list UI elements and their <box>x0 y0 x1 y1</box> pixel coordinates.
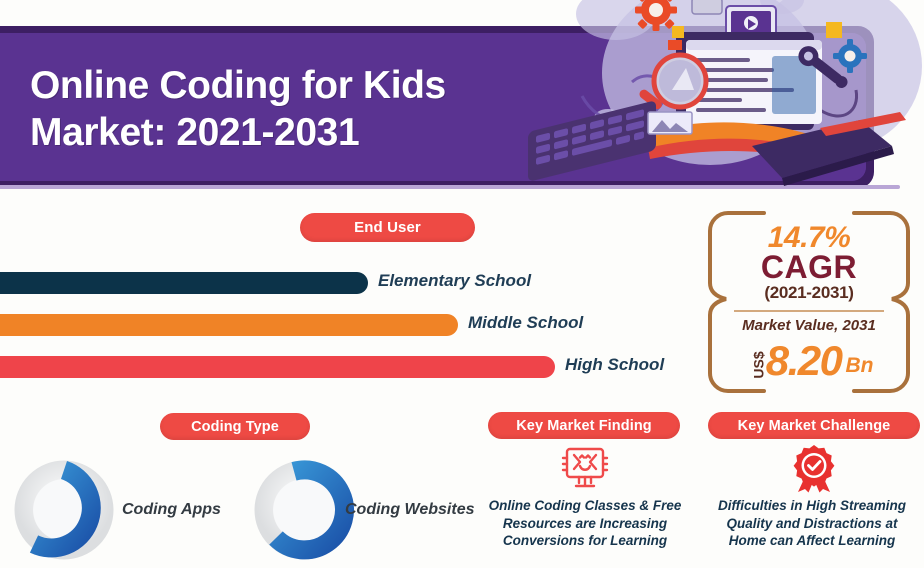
key-market-challenge-pill: Key Market Challenge <box>708 412 920 439</box>
coding-type-pill-label: Coding Type <box>191 418 279 435</box>
cagr-label: CAGR <box>760 249 858 285</box>
award-ribbon-check-icon <box>786 443 842 493</box>
donut-label-coding-websites: Coding Websites <box>345 501 475 518</box>
cagr-years: (2021-2031) <box>764 283 854 302</box>
key-market-challenge-pill-label: Key Market Challenge <box>737 417 891 434</box>
cagr-bracket-border <box>708 211 910 393</box>
bar-middle-school <box>0 314 458 336</box>
banner-underline <box>0 185 900 189</box>
coding-type-pill: Coding Type <box>160 413 310 440</box>
end-user-pill: End User <box>300 213 475 242</box>
end-user-pill-label: End User <box>354 219 421 236</box>
cagr-percent: 14.7% <box>767 221 851 254</box>
market-value-unit: Bn <box>845 354 874 377</box>
smiling-monitor-icon <box>556 444 614 492</box>
key-market-finding-text: Online Coding Classes & Free Resources a… <box>488 498 682 548</box>
bar-label-middle-school: Middle School <box>468 313 584 332</box>
cagr-divider <box>734 310 884 312</box>
donut-label-coding-apps: Coding Apps <box>122 501 221 518</box>
currency-label: US$ <box>750 351 767 379</box>
page-title: Online Coding for Kids Market: 2021-2031 <box>30 64 446 154</box>
bar-label-high-school: High School <box>565 355 665 374</box>
donut-chart-coding-websites <box>252 458 357 563</box>
market-value-number: 8.20 <box>765 337 843 384</box>
donut-chart-coding-apps <box>12 458 117 563</box>
key-market-finding-pill: Key Market Finding <box>488 412 680 439</box>
key-market-challenge-text: Difficulties in High Streaming Quality a… <box>717 498 907 548</box>
cagr-callout-box: 14.7% CAGR (2021-2031) Market Value, 203… <box>706 209 912 395</box>
bar-high-school <box>0 356 555 378</box>
market-value-amount-row: US$ 8.20 Bn <box>706 339 912 383</box>
market-value-label: Market Value, 2031 <box>742 317 876 334</box>
bar-elementary-school <box>0 272 368 294</box>
computer-coding-illustration <box>520 0 924 193</box>
key-market-finding-pill-label: Key Market Finding <box>516 417 652 434</box>
bar-label-elementary-school: Elementary School <box>378 271 532 290</box>
